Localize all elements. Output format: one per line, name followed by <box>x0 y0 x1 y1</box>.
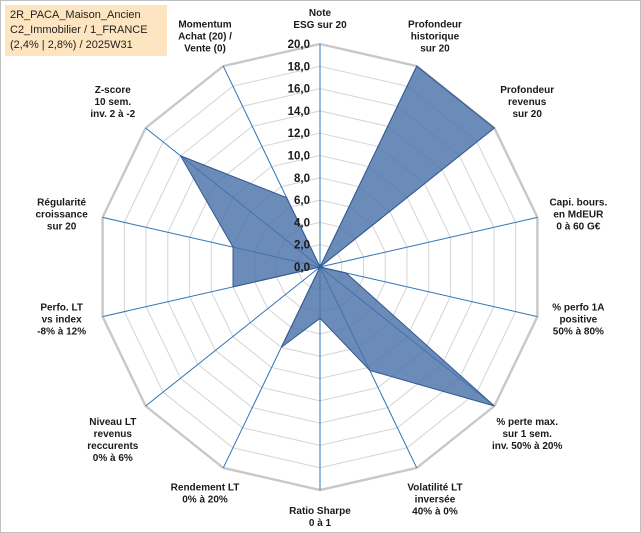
axis-label-line: Ratio Sharpe <box>289 506 351 517</box>
axis-label-line: sur 20 <box>47 221 77 232</box>
radar-tick-labels: 0,0 2,0 4,0 6,0 8,0 10,0 12,0 14,0 16,0 18,0 20,0 <box>288 39 310 274</box>
axis-label-line: Capi. bours. <box>549 197 607 208</box>
axis-label-line: sur 1 sem. <box>502 429 552 440</box>
axis-label: Momentum Achat (20) / Vente (0) <box>178 19 232 54</box>
axis-label-line: reccurents <box>87 441 139 452</box>
title-line-1: 2R_PACA_Maison_Ancien <box>10 9 141 21</box>
axis-label: % perfo 1A positive 50% à 80% <box>552 303 604 338</box>
axis-label-line: Perfo. LT <box>40 303 83 314</box>
axis-label-line: Profondeur <box>408 19 462 30</box>
axis-label-line: 0 à 1 <box>309 518 332 529</box>
radar-axis-labels: Note ESG sur 20 Profondeur historique sur 20… <box>36 8 608 529</box>
axis-label-line: % perte max. <box>496 417 558 428</box>
axis-label-line: Profondeur <box>500 85 554 96</box>
axis-label-line: Rendement LT <box>171 483 240 494</box>
axis-spoke <box>319 216 538 268</box>
title-line-2: C2_Immobilier / 1_FRANCE <box>10 24 148 36</box>
tick-label: 0,0 <box>294 262 310 274</box>
tick-label: 18,0 <box>288 61 310 73</box>
axis-label: Capi. bours. en MdEUR 0 à 60 G€ <box>549 197 607 232</box>
tick-label: 2,0 <box>294 240 310 252</box>
axis-label-line: Régularité <box>37 197 86 208</box>
axis-label-line: Vente (0) <box>184 43 226 54</box>
axis-label-line: revenus <box>94 429 133 440</box>
axis-label-line: sur 20 <box>420 43 450 54</box>
axis-label-line: Note <box>309 8 332 19</box>
axis-label-line: % perfo 1A <box>552 303 604 314</box>
tick-label: 4,0 <box>294 217 310 229</box>
axis-label-line: -8% à 12% <box>37 327 86 338</box>
axis-label-line: ESG sur 20 <box>293 20 347 31</box>
radar-series <box>179 65 496 407</box>
axis-label-line: 0 à 60 G€ <box>556 221 600 232</box>
axis-label-line: en MdEUR <box>553 209 604 220</box>
axis-label-line: Achat (20) / <box>178 31 232 42</box>
axis-label: Ratio Sharpe 0 à 1 <box>289 506 351 529</box>
axis-label: Volatilité LT inversée 40% à 0% <box>407 483 462 518</box>
axis-label-line: 50% à 80% <box>553 327 604 338</box>
axis-label: Régularité croissance sur 20 <box>36 197 89 232</box>
axis-label: Z-score 10 sem. inv. 2 à -2 <box>90 85 135 120</box>
axis-label-line: inversée <box>415 495 456 506</box>
axis-label: Perfo. LT vs index -8% à 12% <box>37 303 86 338</box>
axis-label-line: revenus <box>508 97 547 108</box>
axis-label: % perte max. sur 1 sem. inv. 50% à 20% <box>492 417 563 452</box>
axis-label-line: croissance <box>36 209 89 220</box>
axis-label: Profondeur historique sur 20 <box>408 19 462 54</box>
tick-label: 14,0 <box>288 106 310 118</box>
tick-label: 16,0 <box>288 84 310 96</box>
axis-spoke <box>145 266 321 407</box>
axis-label-line: inv. 2 à -2 <box>90 109 135 120</box>
axis-label-line: 40% à 0% <box>412 507 458 518</box>
tick-label: 8,0 <box>294 173 310 185</box>
title-line-3: (2,4% | 2,8%) / 2025W31 <box>10 39 133 51</box>
axis-label-line: Momentum <box>178 19 231 30</box>
axis-label-line: 10 sem. <box>94 97 131 108</box>
axis-label-line: Niveau LT <box>89 417 136 428</box>
axis-label-line: 0% à 6% <box>93 453 133 464</box>
axis-label: Profondeur revenus sur 20 <box>500 85 554 120</box>
tick-label: 20,0 <box>288 39 310 51</box>
axis-label-line: inv. 50% à 20% <box>492 441 563 452</box>
tick-label: 6,0 <box>294 195 310 207</box>
axis-label-line: vs index <box>42 315 82 326</box>
axis-label-line: sur 20 <box>512 109 542 120</box>
axis-label-line: 0% à 20% <box>182 495 228 506</box>
axis-label-line: positive <box>559 315 597 326</box>
axis-label-line: historique <box>411 31 460 42</box>
axis-label-line: Z-score <box>95 85 132 96</box>
chart-title-box: 2R_PACA_Maison_Ancien C2_Immobilier / 1_… <box>5 5 167 56</box>
axis-label: Rendement LT 0% à 20% <box>171 483 240 506</box>
data-series-area <box>179 65 496 407</box>
axis-label: Note ESG sur 20 <box>293 8 347 31</box>
axis-label: Niveau LT revenus reccurents 0% à 6% <box>87 417 139 464</box>
tick-label: 12,0 <box>288 128 310 140</box>
axis-spoke <box>319 266 538 318</box>
axis-label-line: Volatilité LT <box>407 483 462 494</box>
tick-label: 10,0 <box>288 151 310 163</box>
